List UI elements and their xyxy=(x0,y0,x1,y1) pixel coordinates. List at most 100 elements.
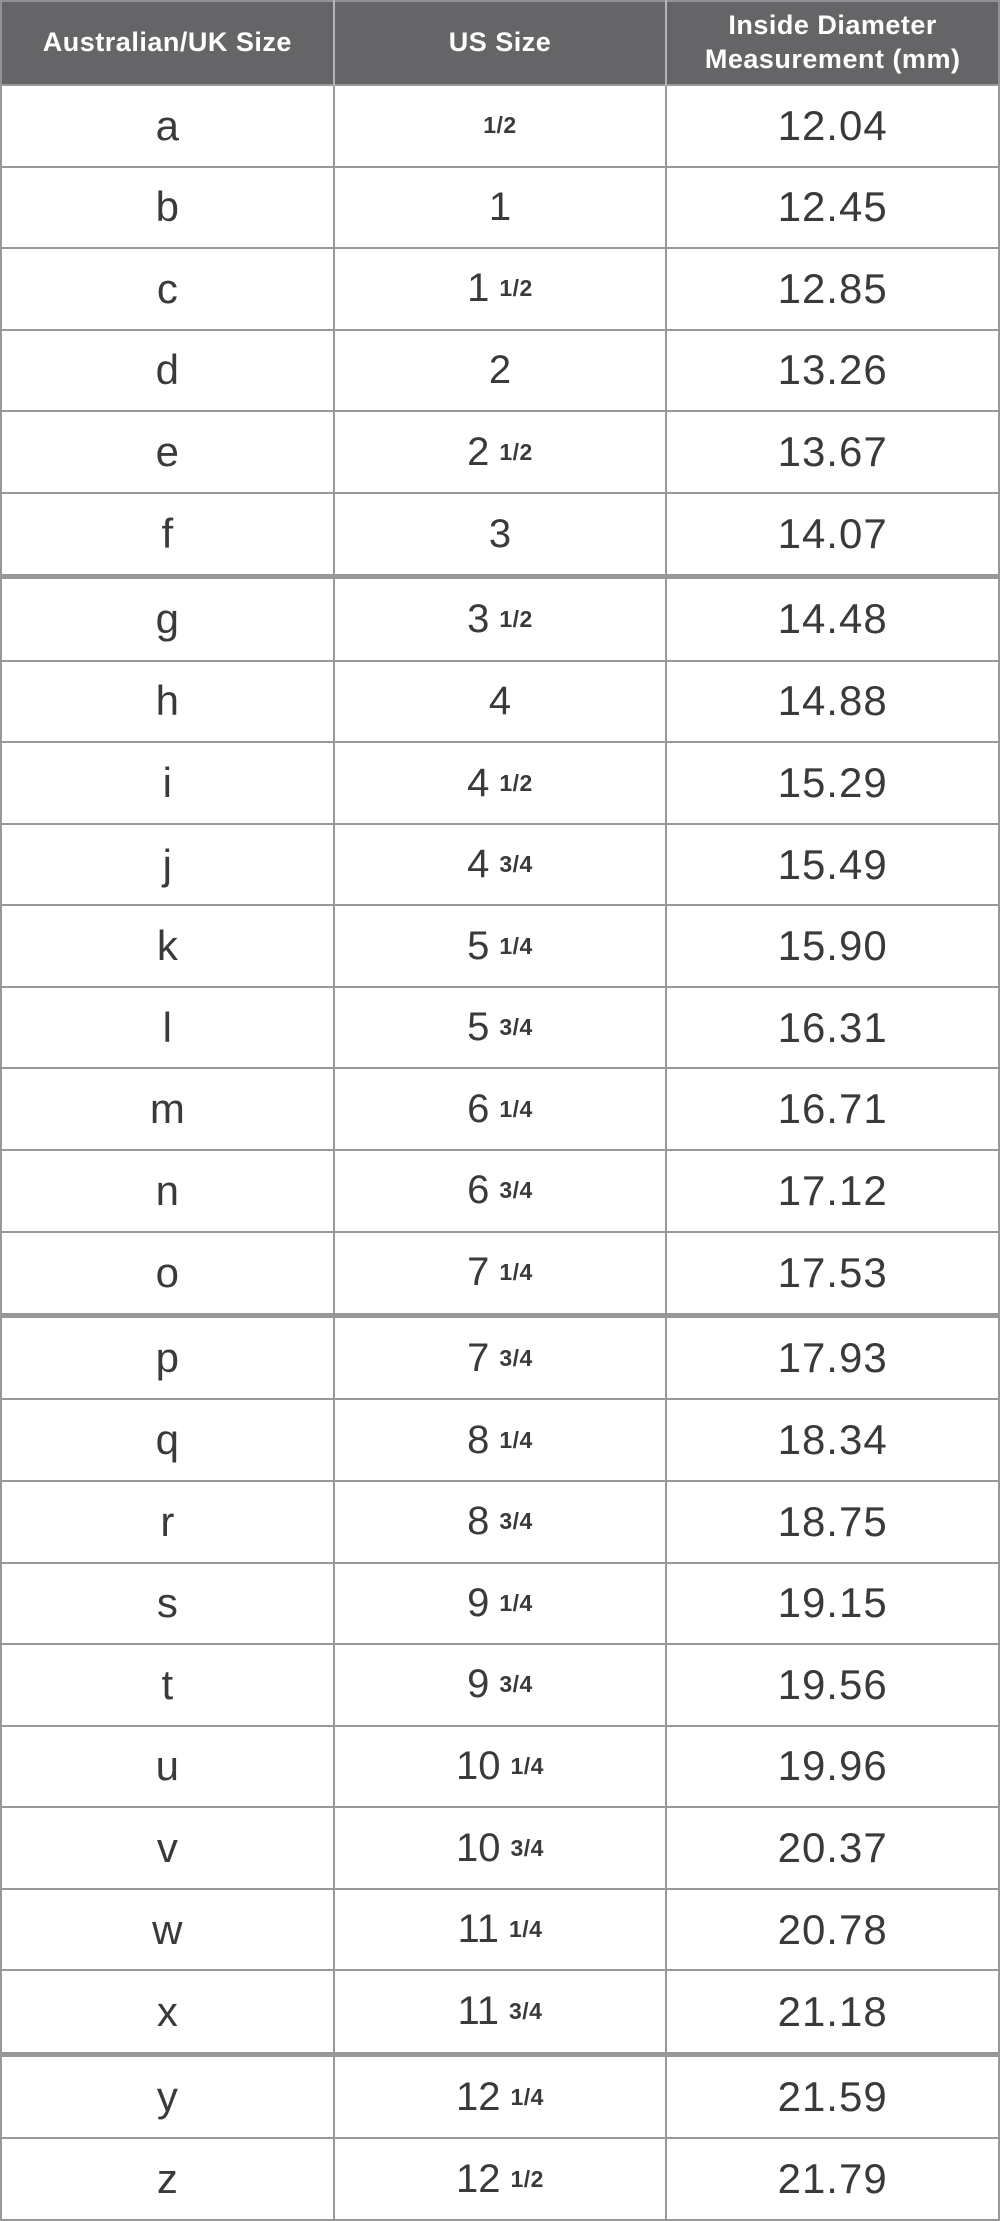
us-size-cell: 6 3/4 xyxy=(332,1149,668,1233)
table-row: l 5 3/4 16.31 xyxy=(0,985,1000,1070)
table-row: s 9 1/4 19.15 xyxy=(0,1561,1000,1646)
uk-size-cell: n xyxy=(0,1149,335,1233)
uk-size-cell: z xyxy=(0,2137,335,2221)
uk-size-cell: d xyxy=(0,328,335,413)
diameter-value: 12.85 xyxy=(777,264,888,312)
uk-size-label: j xyxy=(162,840,172,888)
diameter-cell: 19.56 xyxy=(665,1643,1000,1727)
diameter-cell: 19.15 xyxy=(665,1561,1000,1646)
us-size-fraction: 1/2 xyxy=(499,275,533,302)
diameter-value: 20.37 xyxy=(777,1824,888,1872)
uk-size-cell: w xyxy=(0,1887,335,1972)
diameter-value: 18.34 xyxy=(777,1416,888,1464)
table-row: t 9 3/4 19.56 xyxy=(0,1643,1000,1727)
us-size-cell: 5 3/4 xyxy=(332,985,668,1070)
diameter-cell: 15.49 xyxy=(665,822,1000,907)
uk-size-label: d xyxy=(155,346,179,394)
us-size-whole: 5 xyxy=(467,923,490,968)
diameter-cell: 16.71 xyxy=(665,1067,1000,1152)
us-size-fraction: 1/2 xyxy=(499,438,533,465)
uk-size-cell: x xyxy=(0,1969,335,2056)
us-size-cell: 1 1/2 xyxy=(332,247,668,331)
us-size-cell: 8 1/4 xyxy=(332,1398,668,1482)
us-size-fraction: 1/4 xyxy=(510,2083,544,2110)
us-size-cell: 10 1/4 xyxy=(332,1724,668,1809)
us-size-fraction: 3/4 xyxy=(499,851,533,878)
uk-size-label: k xyxy=(156,922,178,970)
us-size-fraction: 1/4 xyxy=(499,1095,533,1122)
diameter-value: 19.15 xyxy=(777,1579,888,1627)
uk-size-label: a xyxy=(155,101,179,149)
table-row: y 12 1/4 21.59 xyxy=(0,2051,1000,2140)
us-size-cell: 11 3/4 xyxy=(332,1969,668,2056)
diameter-value: 14.48 xyxy=(777,595,888,643)
table-row: a 1/2 12.04 xyxy=(0,84,1000,168)
us-size-cell: 8 3/4 xyxy=(332,1480,668,1564)
diameter-cell: 17.93 xyxy=(665,1313,1000,1401)
us-size-whole: 9 xyxy=(467,1662,490,1707)
us-size-whole: 6 xyxy=(467,1086,490,1131)
us-size-whole: 1 xyxy=(467,266,490,311)
us-size-whole: 4 xyxy=(488,678,512,723)
us-size-cell: 2 xyxy=(332,328,668,413)
us-size-fraction: 1/2 xyxy=(499,605,533,632)
uk-size-cell: h xyxy=(0,659,335,744)
us-size-whole: 9 xyxy=(467,1580,490,1625)
diameter-cell: 21.79 xyxy=(665,2137,1000,2221)
uk-size-label: m xyxy=(149,1085,185,1133)
us-size-fraction: 1/4 xyxy=(499,932,533,959)
diameter-cell: 19.96 xyxy=(665,1724,1000,1809)
us-size-fraction: 3/4 xyxy=(499,1344,533,1371)
header-cell-us-size: US Size xyxy=(332,1,668,85)
diameter-cell: 17.12 xyxy=(665,1149,1000,1233)
uk-size-cell: s xyxy=(0,1561,335,1646)
diameter-value: 14.88 xyxy=(777,677,888,725)
uk-size-label: h xyxy=(155,677,179,725)
us-size-cell: 7 3/4 xyxy=(332,1313,668,1401)
uk-size-label: g xyxy=(155,595,179,643)
diameter-cell: 14.48 xyxy=(665,574,1000,662)
table-row: i 4 1/2 15.29 xyxy=(0,741,1000,825)
uk-size-label: s xyxy=(156,1579,178,1627)
table-row: f 3 14.07 xyxy=(0,491,1000,578)
table-header: Australian/UK Size US Size Inside Diamet… xyxy=(1,1,999,85)
us-size-fraction: 3/4 xyxy=(499,1177,533,1204)
us-size-whole: 8 xyxy=(467,1499,490,1544)
us-size-whole: 8 xyxy=(467,1417,490,1462)
us-size-whole: 7 xyxy=(467,1250,490,1295)
uk-size-cell: r xyxy=(0,1480,335,1564)
uk-size-cell: c xyxy=(0,247,335,331)
us-size-cell: 3 1/2 xyxy=(332,574,668,662)
uk-size-label: o xyxy=(155,1248,179,1296)
us-size-whole: 1 xyxy=(488,184,512,229)
uk-size-label: w xyxy=(152,1905,183,1953)
diameter-value: 13.26 xyxy=(777,346,888,394)
us-size-whole: 6 xyxy=(467,1168,490,1213)
uk-size-label: e xyxy=(155,428,179,476)
diameter-cell: 15.90 xyxy=(665,904,1000,988)
us-size-fraction: 1/4 xyxy=(499,1426,533,1453)
us-size-cell: 4 1/2 xyxy=(332,741,668,825)
uk-size-cell: i xyxy=(0,741,335,825)
uk-size-cell: o xyxy=(0,1230,335,1317)
uk-size-label: n xyxy=(155,1166,179,1214)
diameter-cell: 14.07 xyxy=(665,491,1000,578)
us-size-fraction: 3/4 xyxy=(509,1998,543,2025)
diameter-cell: 13.67 xyxy=(665,410,1000,494)
uk-size-cell: b xyxy=(0,165,335,250)
uk-size-label: x xyxy=(156,1987,178,2035)
us-size-whole: 3 xyxy=(488,511,512,556)
diameter-cell: 16.31 xyxy=(665,985,1000,1070)
table-row: n 6 3/4 17.12 xyxy=(0,1149,1000,1233)
diameter-cell: 20.78 xyxy=(665,1887,1000,1972)
uk-size-label: v xyxy=(156,1824,178,1872)
header-cell-uk-size: Australian/UK Size xyxy=(1,1,335,85)
diameter-value: 21.59 xyxy=(777,2073,888,2120)
uk-size-label: q xyxy=(155,1416,179,1464)
us-size-cell: 9 3/4 xyxy=(332,1643,668,1727)
us-size-fraction: 3/4 xyxy=(499,1671,533,1698)
table-row: o 7 1/4 17.53 xyxy=(0,1230,1000,1317)
us-size-whole: 12 xyxy=(455,2074,501,2119)
diameter-value: 15.49 xyxy=(777,840,888,888)
diameter-value: 18.75 xyxy=(777,1497,888,1545)
